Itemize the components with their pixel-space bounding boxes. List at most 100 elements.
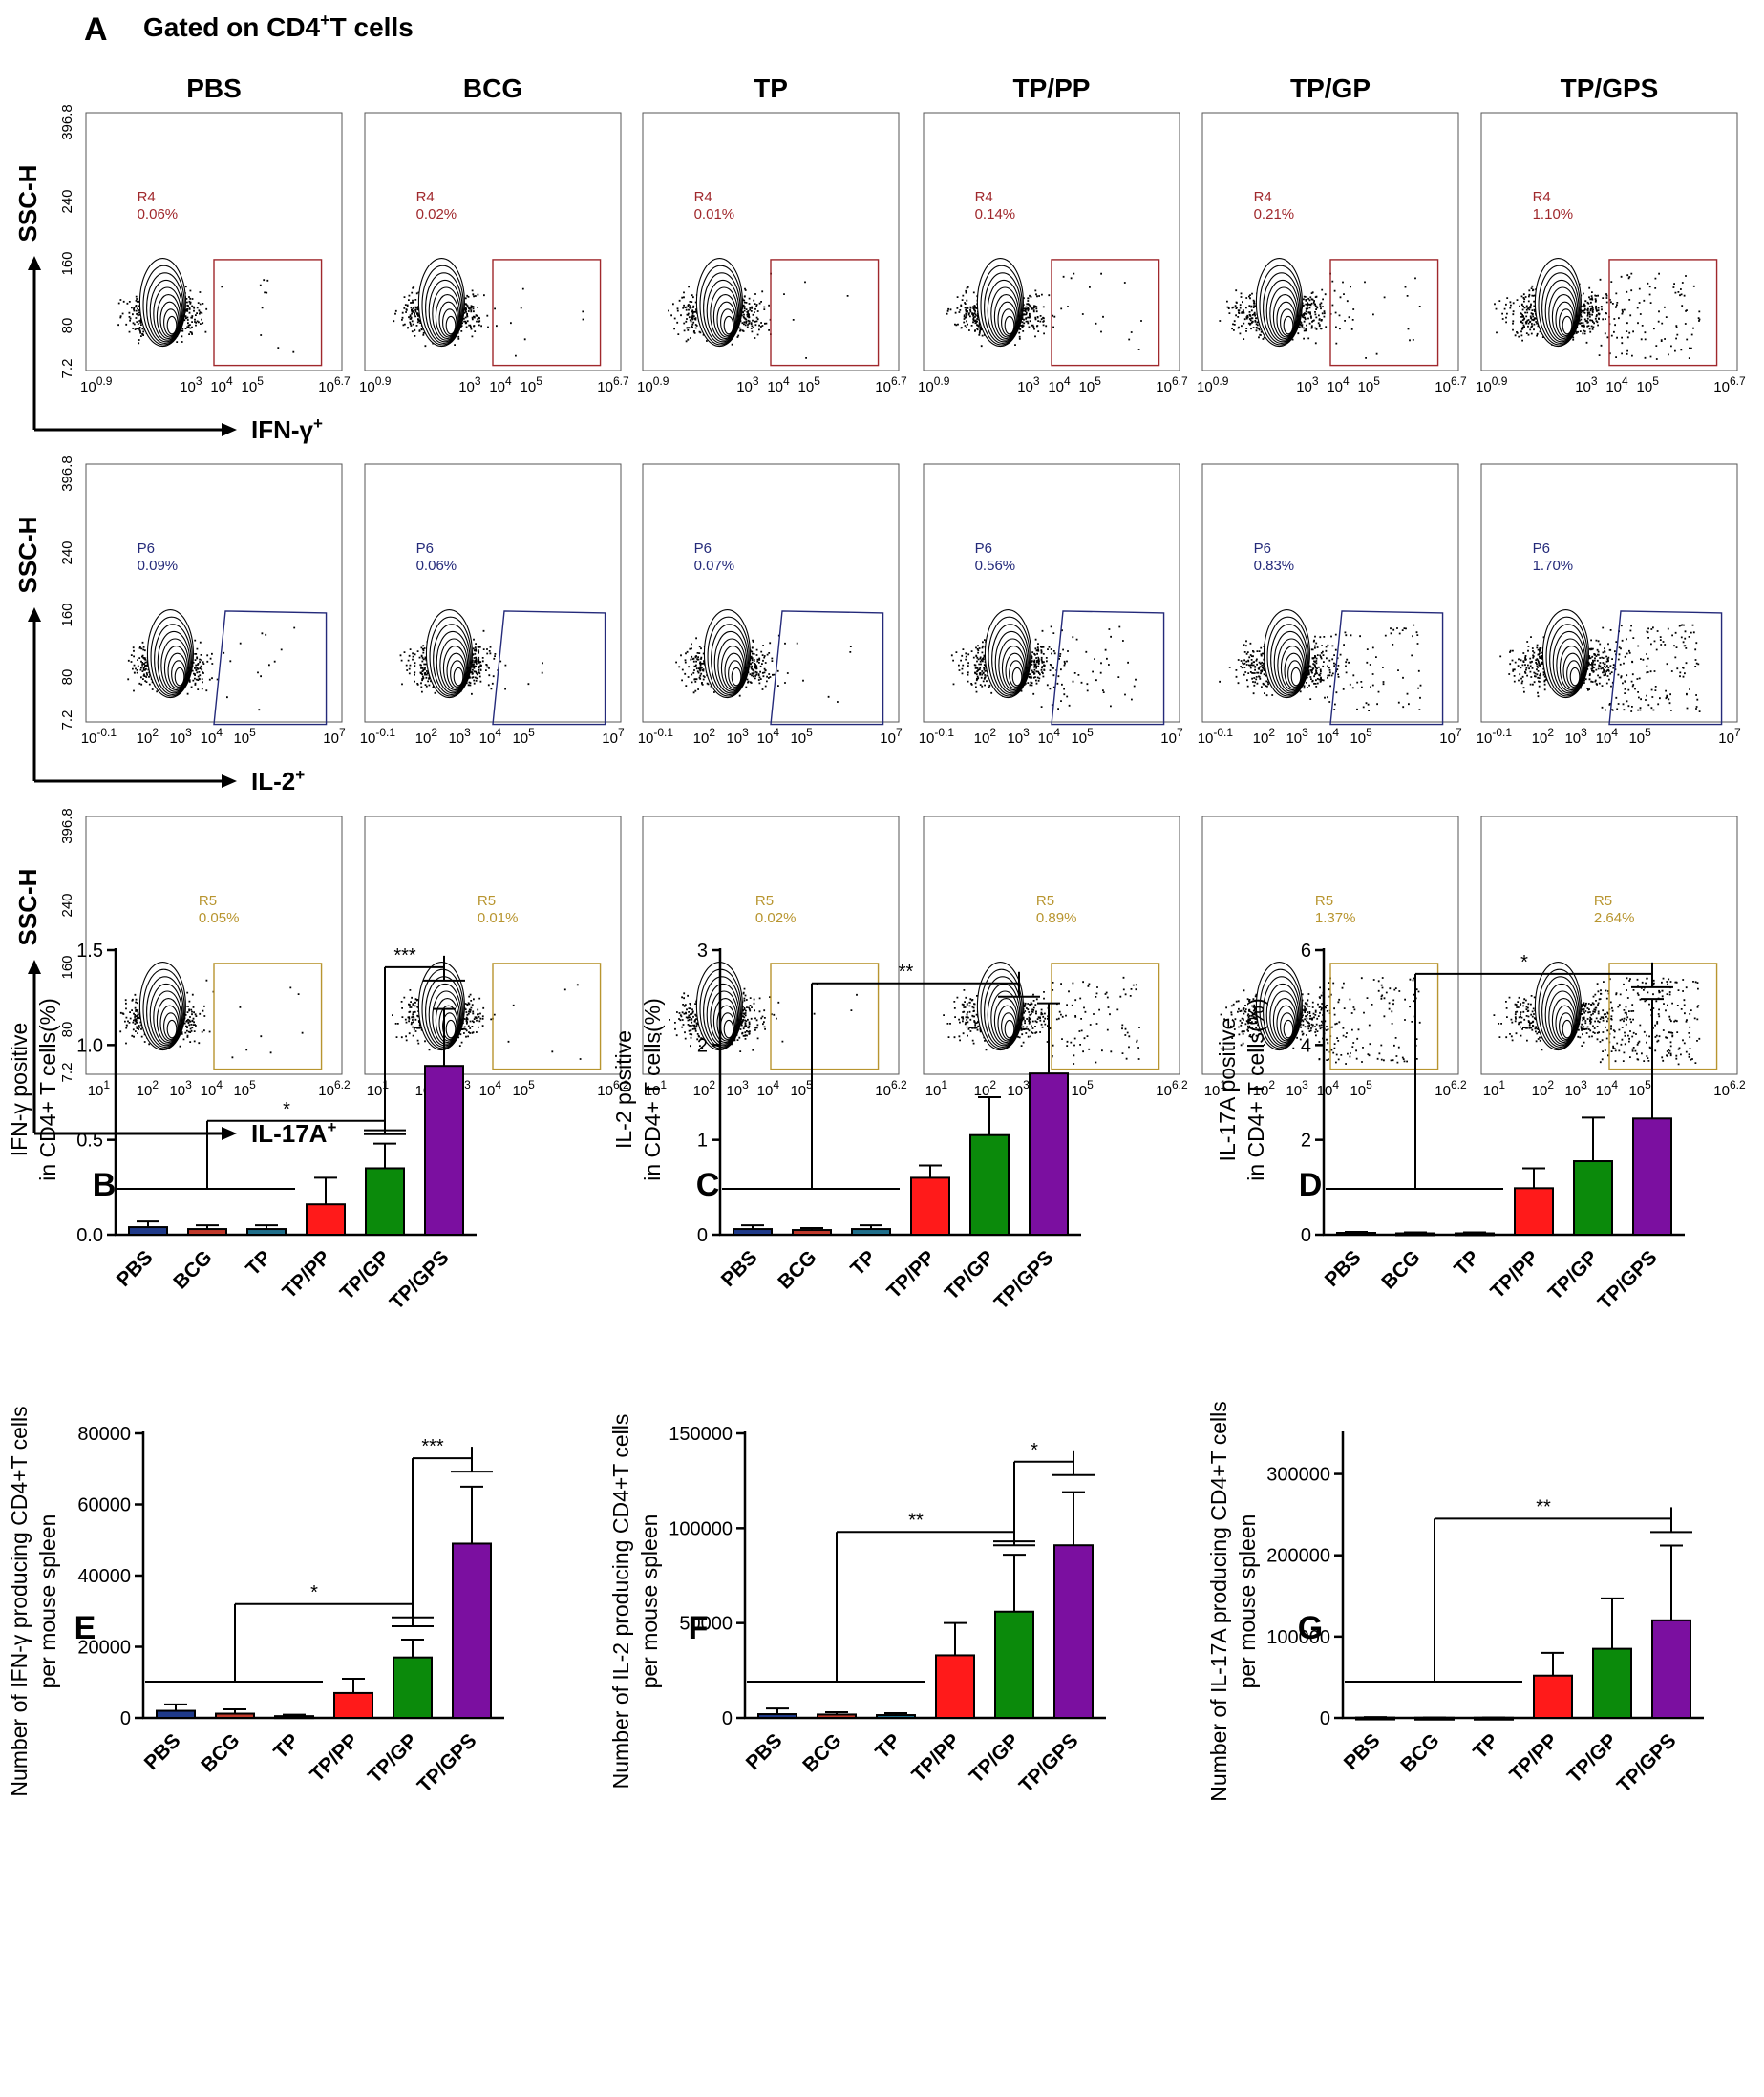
x-tick-label: 104 xyxy=(1605,374,1628,395)
contour-line xyxy=(980,265,1023,346)
category-label: BCG xyxy=(197,1729,244,1776)
bar-tp-pp xyxy=(333,1691,373,1720)
contour-line xyxy=(1280,1012,1295,1040)
gate-name-label: P6 xyxy=(1533,540,1550,557)
contour-line xyxy=(1538,968,1581,1049)
x-tick-label: 106.7 xyxy=(875,374,907,395)
contour-line xyxy=(436,630,470,694)
y-tick-label: 80 xyxy=(59,318,75,334)
x-tick-label: 102 xyxy=(693,1078,716,1099)
x-tick-label: 103 xyxy=(1296,374,1319,395)
sig-label: * xyxy=(310,1582,318,1603)
x-tick-label: 104 xyxy=(1596,726,1619,747)
contour-line xyxy=(706,279,740,343)
contour-line xyxy=(987,279,1021,343)
y-tick-label: 80 xyxy=(59,1022,75,1038)
flow-plot-il-17a-tp-gps: 101 102 103 104 105 106.2 R52.64% xyxy=(1480,816,1746,1099)
contour-line xyxy=(713,630,748,694)
contour-line xyxy=(1548,286,1578,341)
flow-plot-il-17a-tp: 101 102 103 104 105 106.2 R50.02% xyxy=(642,816,907,1099)
contour-line xyxy=(707,616,750,697)
contour-line xyxy=(1004,315,1015,335)
flow-plot-ifn-γ-bcg: 100.9 103 104 105 106.7 R40.02% xyxy=(359,112,629,395)
bar-tp-gp xyxy=(393,1656,433,1720)
gate-name-label: R5 xyxy=(1594,893,1612,909)
sig-label: ** xyxy=(899,962,914,983)
bar-tp-gp xyxy=(994,1610,1034,1720)
x-tick-label: 102 xyxy=(137,1078,159,1099)
x-tick-label: 105 xyxy=(1071,1078,1094,1099)
x-tick-label: 106.7 xyxy=(318,374,351,395)
gate-name-label: P6 xyxy=(694,540,712,557)
bar-tp-gps xyxy=(452,1542,492,1719)
ssc-h-label: SSC-H xyxy=(13,869,42,946)
contour-line xyxy=(1266,616,1309,697)
contour-line xyxy=(1263,272,1301,344)
x-arrow-head xyxy=(222,774,237,788)
x-tick-label: 105 xyxy=(1628,726,1651,747)
y-tick-label: 160 xyxy=(59,603,75,626)
contour-line xyxy=(1551,998,1576,1044)
contour-line xyxy=(1562,315,1573,335)
y-tick-label: 80 xyxy=(59,669,75,686)
y-tick-label: 0 xyxy=(722,1708,733,1729)
gate-p6 xyxy=(770,610,884,726)
gate-name-label: R5 xyxy=(1036,893,1054,909)
gate-name-label: R5 xyxy=(1315,893,1333,909)
contour-line xyxy=(166,315,178,335)
contour-line xyxy=(433,624,471,695)
contour-line xyxy=(1555,1005,1575,1042)
y-tick-label: 300000 xyxy=(1266,1465,1330,1486)
contour-line xyxy=(1283,1019,1294,1039)
gate-percent-label: 2.64% xyxy=(1594,910,1635,926)
x-tick-label: 105 xyxy=(512,726,535,747)
x-tick-label: 104 xyxy=(757,726,780,747)
x-tick-label: 106.2 xyxy=(318,1078,351,1099)
x-arrow-head xyxy=(222,1127,237,1140)
gate-r4 xyxy=(1051,259,1160,367)
bar-tp xyxy=(876,1714,916,1720)
contour-line xyxy=(1273,630,1307,694)
x-tick-label: 10-0.1 xyxy=(1198,726,1234,747)
category-label: TP/GP xyxy=(336,1246,394,1304)
y-arrow-head xyxy=(28,960,41,974)
gate-p6 xyxy=(1051,610,1165,726)
x-tick-label: 106.2 xyxy=(597,1078,629,1099)
flow-plot-il-2-bcg: 10-0.1 102 103 104 105 107 P60.06% xyxy=(360,463,625,747)
gate-name-label: R4 xyxy=(975,189,993,205)
gate-percent-label: 0.83% xyxy=(1254,558,1295,574)
gate-name-label: P6 xyxy=(1254,540,1271,557)
contour-line xyxy=(149,983,183,1047)
contour-line xyxy=(984,976,1022,1048)
category-label: TP/GPS xyxy=(386,1246,454,1314)
x-tick-label: 101 xyxy=(645,1078,668,1099)
gate-percent-label: 0.56% xyxy=(975,558,1016,574)
contour-line xyxy=(453,667,464,687)
x-tick-label: 101 xyxy=(1483,1078,1506,1099)
contour-line xyxy=(1280,308,1295,336)
x-tick-label: 104 xyxy=(1317,726,1340,747)
x-tick-label: 107 xyxy=(1718,726,1741,747)
gate-r5 xyxy=(492,963,602,1070)
x-tick-label: 103 xyxy=(1017,374,1040,395)
contour-line xyxy=(435,998,459,1044)
bar-bcg xyxy=(817,1713,857,1719)
x-tick-label: 104 xyxy=(1038,726,1061,747)
x-arrow-head xyxy=(222,423,237,436)
flow-plot-il-17a-tp-gp: 101 102 103 104 105 106.2 R51.37% xyxy=(1201,816,1467,1099)
x-tick-label: 105 xyxy=(1637,374,1660,395)
contour-line xyxy=(1259,265,1302,346)
contour-line xyxy=(1287,660,1303,688)
bar-bcg xyxy=(215,1712,255,1720)
x-tick-label: 105 xyxy=(242,374,265,395)
contour-line xyxy=(988,616,1031,697)
category-label: TP/GP xyxy=(941,1246,999,1304)
contour-line xyxy=(1276,1005,1296,1042)
category-label: TP/GPS xyxy=(1015,1729,1083,1797)
gate-percent-label: 0.06% xyxy=(138,206,179,222)
contour-line xyxy=(442,1012,457,1040)
contour-line xyxy=(1270,624,1308,695)
x-tick-label: 106.2 xyxy=(875,1078,907,1099)
x-tick-label: 104 xyxy=(479,1078,502,1099)
y-tick-label: 100000 xyxy=(1266,1627,1330,1648)
